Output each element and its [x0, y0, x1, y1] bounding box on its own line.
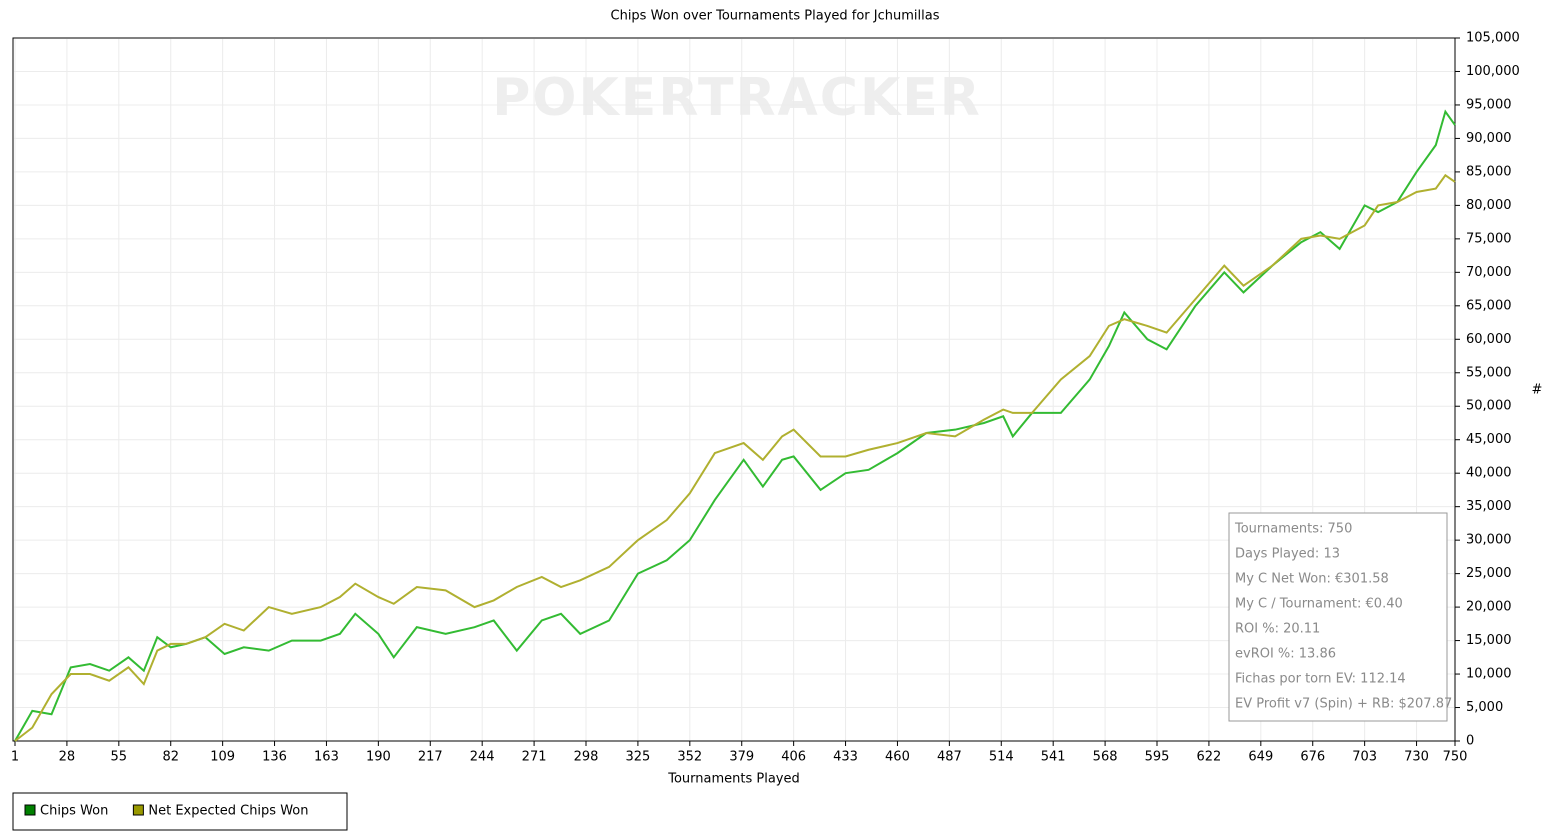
- x-tick-label: 730: [1404, 750, 1429, 765]
- x-tick-label: 406: [781, 750, 806, 765]
- x-tick-label: 244: [470, 750, 495, 765]
- x-tick-label: 136: [262, 750, 287, 765]
- series-line: [14, 173, 1456, 742]
- stats-text: My C / Tournament: €0.40: [1235, 597, 1403, 612]
- y-tick-label: 10,000: [1466, 667, 1512, 682]
- y-tick-label: 45,000: [1466, 432, 1512, 447]
- x-tick-label: 109: [210, 750, 235, 765]
- chart-title: Chips Won over Tournaments Played for Jc…: [611, 9, 940, 24]
- y-tick-label: 95,000: [1466, 97, 1512, 112]
- x-tick-label: 460: [885, 750, 910, 765]
- legend-label: Chips Won: [40, 804, 108, 819]
- legend-swatch: [132, 804, 144, 816]
- y-tick-label: 60,000: [1466, 332, 1512, 347]
- y-tick-label: 15,000: [1466, 633, 1512, 648]
- y-tick-label: 30,000: [1466, 533, 1512, 548]
- x-tick-label: 433: [833, 750, 858, 765]
- y-tick-label: 100,000: [1466, 64, 1520, 79]
- stats-text: Days Played: 13: [1235, 547, 1340, 562]
- watermark: POKERTRACKER: [492, 68, 982, 128]
- stats-text: ROI %: 20.11: [1235, 622, 1320, 637]
- y-tick-label: 35,000: [1466, 499, 1512, 514]
- y-tick-label: 0: [1466, 734, 1474, 749]
- y-tick-label: 5,000: [1466, 700, 1503, 715]
- y-tick-label: 105,000: [1466, 31, 1520, 46]
- x-tick-label: 649: [1248, 750, 1273, 765]
- x-tick-label: 190: [366, 750, 391, 765]
- stats-text: Tournaments: 750: [1234, 522, 1352, 537]
- x-tick-label: 703: [1352, 750, 1377, 765]
- stats-text: My C Net Won: €301.58: [1235, 572, 1389, 587]
- y-tick-label: 20,000: [1466, 600, 1512, 615]
- y-tick-label: 85,000: [1466, 164, 1512, 179]
- x-tick-label: 163: [314, 750, 339, 765]
- x-tick-label: 568: [1093, 750, 1118, 765]
- x-tick-label: 352: [677, 750, 702, 765]
- x-tick-label: 676: [1300, 750, 1325, 765]
- legend-swatch: [24, 804, 36, 816]
- y-tick-label: 65,000: [1466, 298, 1512, 313]
- x-axis-label: Tournaments Played: [667, 772, 800, 787]
- x-tick-label: 541: [1041, 750, 1066, 765]
- stats-text: evROI %: 13.86: [1235, 647, 1336, 662]
- legend-label: Net Expected Chips Won: [148, 804, 308, 819]
- legend: [12, 792, 348, 831]
- plot-frame: [12, 37, 1456, 742]
- y-tick-label: 50,000: [1466, 399, 1512, 414]
- x-tick-label: 325: [625, 750, 650, 765]
- x-tick-label: 28: [59, 750, 76, 765]
- x-tick-label: 82: [162, 750, 179, 765]
- stats-text: Fichas por torn EV: 112.14: [1235, 672, 1406, 687]
- x-tick-label: 379: [729, 750, 754, 765]
- stats-text: EV Profit v7 (Spin) + RB: $207.87: [1235, 697, 1452, 712]
- x-tick-label: 298: [574, 750, 599, 765]
- x-tick-label: 514: [989, 750, 1014, 765]
- x-tick-label: 622: [1196, 750, 1221, 765]
- x-tick-label: 595: [1145, 750, 1170, 765]
- y-tick-label: 40,000: [1466, 466, 1512, 481]
- y-tick-label: 80,000: [1466, 198, 1512, 213]
- stats-box: [1228, 512, 1448, 722]
- x-tick-label: 217: [418, 750, 443, 765]
- y-tick-label: 55,000: [1466, 365, 1512, 380]
- y-tick-label: 75,000: [1466, 231, 1512, 246]
- x-tick-label: 487: [937, 750, 962, 765]
- x-tick-label: 1: [11, 750, 19, 765]
- y-axis-label: #: [1532, 383, 1543, 398]
- series-line: [14, 109, 1456, 742]
- y-tick-label: 25,000: [1466, 566, 1512, 581]
- x-tick-label: 271: [522, 750, 547, 765]
- x-tick-label: 55: [111, 750, 128, 765]
- x-tick-label: 750: [1443, 750, 1468, 765]
- y-tick-label: 90,000: [1466, 131, 1512, 146]
- y-tick-label: 70,000: [1466, 265, 1512, 280]
